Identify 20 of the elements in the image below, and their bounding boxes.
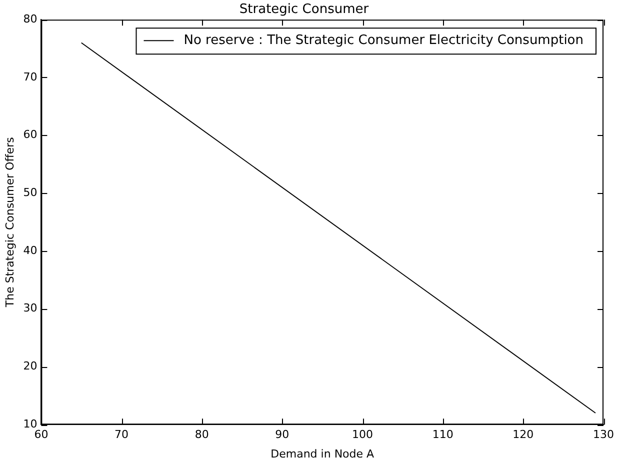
- x-tick-label: 60: [34, 428, 48, 442]
- x-tick-label: 100: [352, 428, 374, 442]
- y-tick-label: 10: [23, 417, 38, 430]
- y-axis-title: The Strategic Consumer Offers: [3, 136, 16, 308]
- y-tick-label: 80: [23, 12, 38, 26]
- y-tick-label: 20: [23, 360, 38, 373]
- legend-label: No reserve : The Strategic Consumer Electricity Consumption: [184, 32, 584, 48]
- x-tick-label: 70: [114, 428, 129, 442]
- y-tick-label: 40: [23, 244, 38, 257]
- x-axis-title: Demand in Node A: [270, 447, 375, 460]
- x-tick-label: 80: [194, 428, 209, 442]
- x-tick-label: 120: [512, 428, 534, 442]
- y-tick-label: 30: [23, 302, 38, 315]
- x-tick-label: 110: [432, 428, 454, 442]
- y-tick-label: 50: [23, 186, 38, 200]
- x-tick-label: 130: [593, 428, 614, 442]
- chart-title: Strategic Consumer: [239, 2, 370, 18]
- y-tick-label: 70: [23, 70, 38, 84]
- y-tick-label: 60: [23, 128, 38, 142]
- x-tick-label: 90: [275, 428, 290, 442]
